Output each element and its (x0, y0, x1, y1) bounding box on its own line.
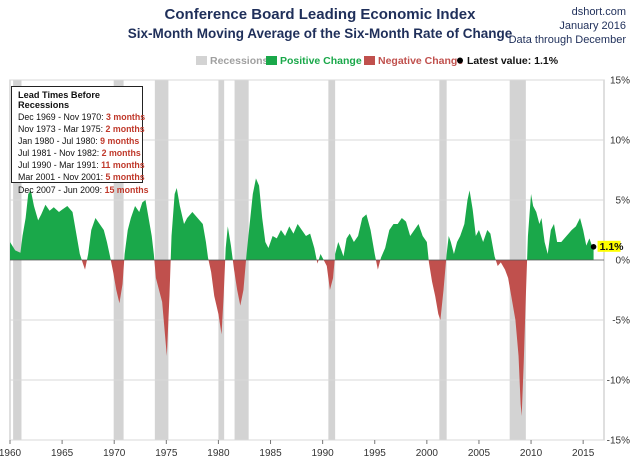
y-tick-label: 10% (610, 136, 630, 147)
latest-value-label: 1.1% (600, 241, 625, 253)
chart-subtitle: Six-Month Moving Average of the Six-Mont… (127, 26, 513, 41)
lead-time-months: 2 months (101, 148, 141, 159)
lead-time-row: Nov 1973 - Mar 1975: 2 months (18, 123, 145, 135)
lead-time-row: Jan 1980 - Jul 1980: 9 months (18, 135, 142, 147)
lead-time-months: 5 months (105, 172, 145, 183)
x-tick-label: 1995 (364, 448, 387, 459)
legend-positive-label: Positive Change (280, 55, 362, 67)
lead-time-period: Jan 1980 - Jul 1980: (18, 136, 101, 147)
lead-time-row: Jul 1981 - Nov 1982: 2 months (18, 147, 142, 159)
y-tick-label: -10% (607, 376, 630, 387)
y-tick-label: -15% (607, 436, 630, 447)
lead-time-row: Dec 1969 - Nov 1970: 3 months (18, 111, 146, 123)
legend-latest-dot (457, 57, 463, 64)
x-tick-label: 1985 (259, 448, 282, 459)
lead-time-period: Mar 2001 - Nov 2001: (18, 172, 106, 183)
x-tick-label: 1970 (103, 448, 126, 459)
legend-negative-swatch (364, 56, 375, 65)
lead-time-months: 3 months (106, 112, 146, 122)
latest-value-badge (597, 240, 621, 252)
y-tick-label: -5% (612, 316, 630, 327)
lead-time-row: Jul 1990 - Mar 1991: 11 months (18, 159, 145, 171)
x-tick-label: 1960 (0, 448, 22, 459)
lead-time-months: 11 months (101, 160, 145, 171)
source-site: dshort.com (571, 6, 626, 18)
lead-time-row: Mar 2001 - Nov 2001: 5 months (18, 171, 145, 183)
lead-time-period: Dec 1969 - Nov 1970: (18, 112, 107, 122)
lead-time-months: 2 months (105, 124, 145, 135)
legend-latest-label: Latest value: 1.1% (467, 55, 559, 67)
legend-positive-swatch (266, 56, 277, 65)
positive-change-area (10, 178, 594, 260)
lead-time-period: Nov 1973 - Mar 1975: (18, 124, 106, 135)
x-tick-label: 1990 (312, 448, 335, 459)
lead-time-months: 15 months (104, 184, 149, 195)
x-tick-label: 2005 (468, 448, 491, 459)
lead-times-heading: Lead Times Before Recessions (18, 90, 101, 110)
y-tick-label: 0% (616, 256, 631, 267)
x-tick-label: 2000 (416, 448, 439, 459)
x-tick-label: 1965 (51, 448, 74, 459)
x-tick-label: 2010 (520, 448, 543, 459)
x-tick-label: 1980 (207, 448, 230, 459)
lead-time-row: Dec 2007 - Jun 2009: 15 months (18, 184, 149, 196)
lead-time-period: Jul 1981 - Nov 1982: (18, 148, 102, 159)
y-tick-label: 15% (610, 76, 630, 87)
latest-value-dot (590, 244, 597, 250)
x-tick-label: 1975 (155, 448, 178, 459)
lead-times-box: Lead Times Before Recessions Dec 1969 - … (11, 86, 149, 195)
legend-recessions-label: Recessions (210, 55, 269, 67)
lead-time-months: 9 months (100, 136, 140, 147)
source-date: January 2016 (559, 20, 626, 32)
x-tick-label: 2015 (572, 448, 595, 459)
y-tick-label: 5% (616, 196, 631, 207)
data-note: Data through December (508, 34, 626, 46)
legend-recession-swatch (196, 56, 207, 65)
lead-time-period: Jul 1990 - Mar 1991: (18, 160, 102, 171)
legend-negative-label: Negative Change (378, 55, 463, 67)
chart-title: Conference Board Leading Economic Index (164, 6, 476, 23)
negative-change-area (81, 260, 528, 416)
lead-time-period: Dec 2007 - Jun 2009: (18, 184, 105, 195)
